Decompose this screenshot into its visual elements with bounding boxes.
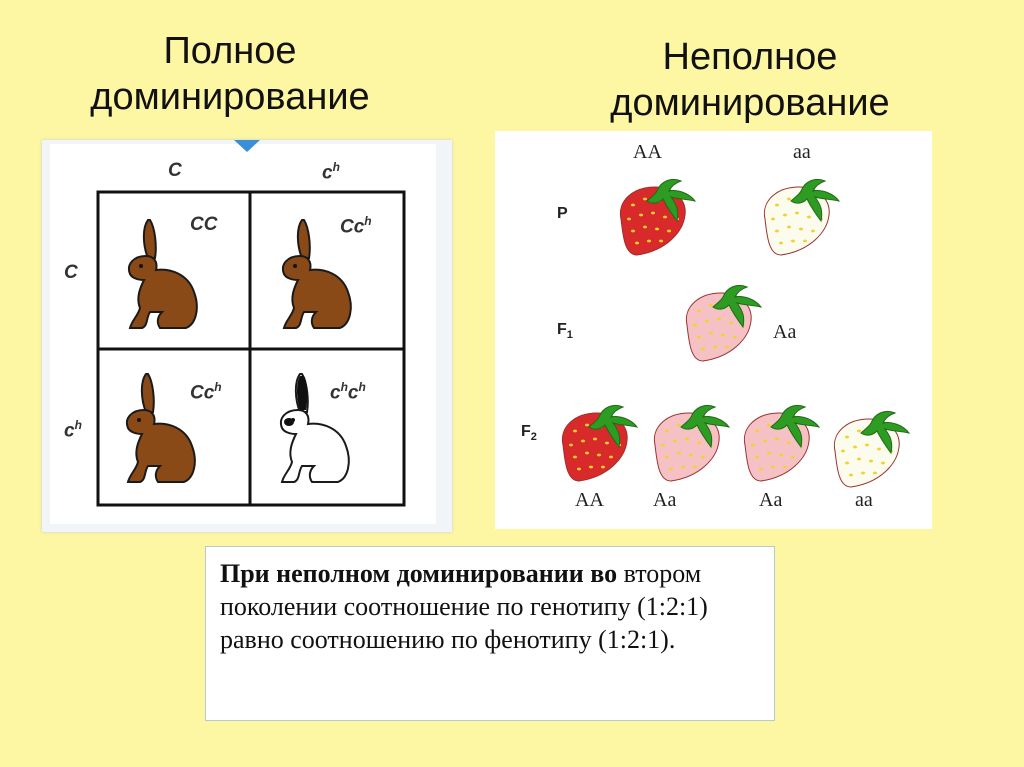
strawberry-pink-icon <box>743 404 820 482</box>
rabbit-himalayan-icon <box>279 373 350 483</box>
caption-text: втором поколении соотношение по генотипу… <box>220 559 708 654</box>
genotype-label: Aa <box>759 489 783 511</box>
generation-label-p: P <box>557 205 568 222</box>
genotype-label: Aa <box>773 321 797 343</box>
strawberry-red-icon <box>561 404 638 482</box>
title-left-line2: доминирование <box>90 76 370 118</box>
punnett-grid <box>96 190 406 507</box>
strawberry-white-icon <box>833 410 910 488</box>
punnett-square-panel: C ch C ch CC Cch Cch chch <box>42 140 452 532</box>
genotype-label: Aa <box>653 489 677 511</box>
genotype-label: aa <box>793 141 811 163</box>
caption-bold: При неполном доминировании во <box>220 559 618 588</box>
title-complete-dominance: Полное доминирование <box>40 28 420 120</box>
strawberry-panel: AA aa P F1 F2 Aa AA Aa Aa aa <box>495 131 932 529</box>
strawberry-red-icon <box>619 178 696 256</box>
strawberry-pink-icon <box>653 404 730 482</box>
genotype-label: aa <box>855 489 873 511</box>
row-header-recessive: ch <box>64 418 82 442</box>
strawberry-white-icon <box>763 178 840 256</box>
caption-box: При неполном доминировании во втором пок… <box>205 546 775 721</box>
generation-label-f2: F2 <box>521 423 537 444</box>
cell-genotype: chch <box>330 380 366 404</box>
rabbit-brown-icon <box>127 219 198 329</box>
rabbit-brown-icon <box>125 373 196 483</box>
strawberry-pink-icon <box>685 284 762 362</box>
title-incomplete-dominance: Неполное доминирование <box>560 34 940 126</box>
col-header-dominant: C <box>168 160 182 181</box>
rabbit-brown-icon <box>281 219 352 329</box>
row-header-dominant: C <box>64 262 78 283</box>
punnett-square-inner: C ch C ch CC Cch Cch chch <box>50 140 436 524</box>
generation-label-f1: F1 <box>557 321 573 342</box>
cell-genotype: Cch <box>190 380 222 404</box>
title-right-line1: Неполное <box>662 36 838 78</box>
title-right-line2: доминирование <box>610 82 890 124</box>
genotype-label: AA <box>633 141 662 163</box>
title-left-line1: Полное <box>163 30 297 72</box>
col-header-recessive: ch <box>322 160 340 184</box>
genotype-label: AA <box>575 489 604 511</box>
cell-genotype: CC <box>190 214 218 235</box>
cell-genotype: Cch <box>340 214 372 238</box>
arrow-down-icon <box>234 140 260 152</box>
